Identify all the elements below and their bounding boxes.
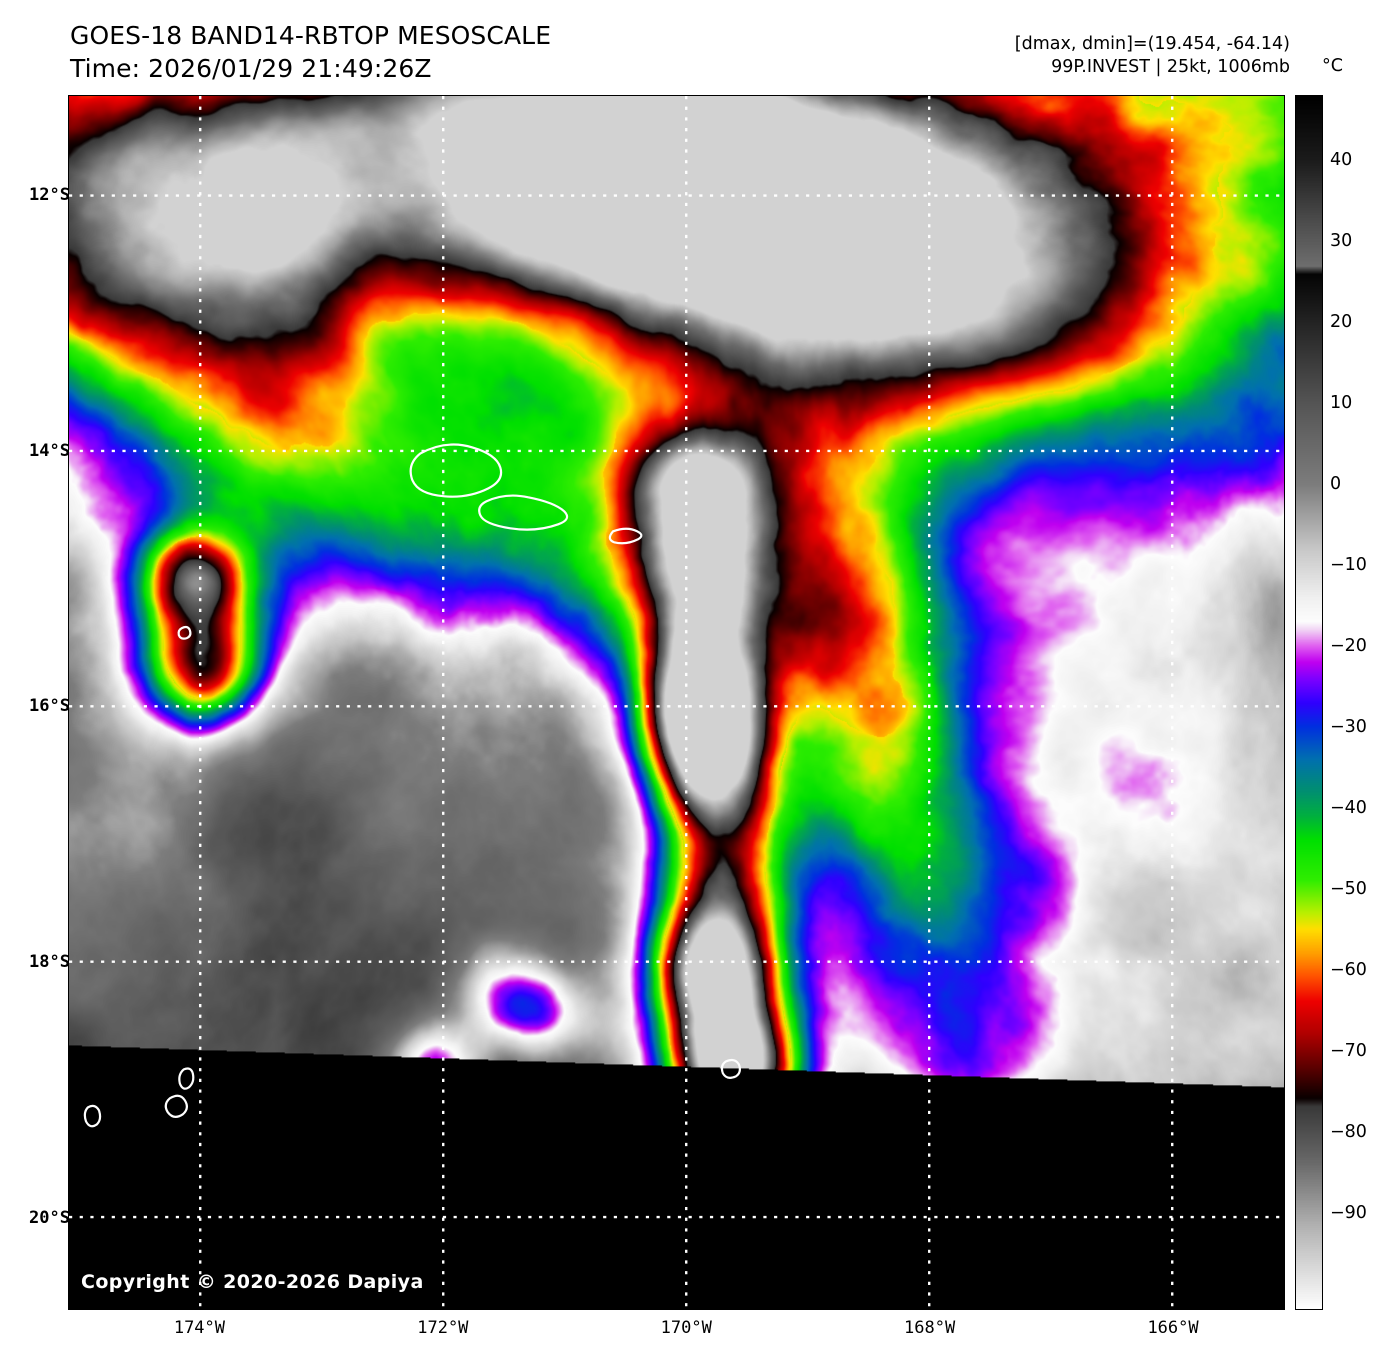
coastline-isle-d bbox=[720, 1058, 741, 1079]
lon-label-174w: 174°W bbox=[173, 1318, 226, 1338]
colorbar-tick-10: 10 bbox=[1330, 392, 1353, 413]
lat-label-12s: 12°S bbox=[29, 184, 70, 205]
colorbar-tick-20: 20 bbox=[1330, 311, 1353, 332]
coastline-isle-b bbox=[178, 1067, 195, 1090]
colorbar-tick--10: −10 bbox=[1330, 554, 1367, 575]
lat-label-14s: 14°S bbox=[29, 440, 70, 461]
lat-label-18s: 18°S bbox=[29, 952, 70, 973]
lon-label-170w: 170°W bbox=[660, 1318, 712, 1338]
lon-label-168w: 168°W bbox=[904, 1318, 956, 1338]
colorbar-tick-0: 0 bbox=[1330, 473, 1342, 494]
colorbar-tick-40: 40 bbox=[1330, 149, 1353, 170]
colorbar-tick--50: −50 bbox=[1330, 878, 1367, 899]
coastline-isle-c bbox=[164, 1094, 188, 1118]
coastline-tutuila bbox=[608, 527, 643, 545]
colorbar-tick--40: −40 bbox=[1330, 797, 1367, 818]
colorbar-tick-30: 30 bbox=[1330, 230, 1353, 251]
colorbar-tick--70: −70 bbox=[1330, 1040, 1367, 1061]
metadata-block: [dmax, dmin]=(19.454, -64.14) 99P.INVEST… bbox=[1015, 33, 1290, 79]
coastline-upolu bbox=[478, 494, 569, 531]
colorbar-unit-label: °C bbox=[1322, 56, 1343, 76]
colorbar-tick--20: −20 bbox=[1330, 635, 1367, 656]
satellite-image-plot[interactable]: Copyright © 2020-2026 Dapiya bbox=[68, 95, 1285, 1310]
graticule-grid bbox=[69, 96, 1284, 1309]
title-block: GOES-18 BAND14-RBTOP MESOSCALE Time: 202… bbox=[70, 20, 551, 85]
colorbar-tick--60: −60 bbox=[1330, 959, 1367, 980]
colorbar[interactable] bbox=[1295, 95, 1323, 1310]
colorbar-tick--30: −30 bbox=[1330, 716, 1367, 737]
colorbar-gradient bbox=[1296, 96, 1322, 1309]
colorbar-tick--80: −80 bbox=[1330, 1121, 1367, 1142]
lon-label-172w: 172°W bbox=[417, 1318, 469, 1338]
lon-label-166w: 166°W bbox=[1147, 1318, 1199, 1338]
coastline-savaii bbox=[409, 443, 503, 498]
coastline-overlay bbox=[83, 443, 741, 1128]
page-title: GOES-18 BAND14-RBTOP MESOSCALE bbox=[70, 21, 552, 50]
copyright-label: Copyright © 2020-2026 Dapiya bbox=[81, 1271, 424, 1293]
lat-label-16s: 16°S bbox=[29, 696, 70, 717]
satellite-imagery-canvas bbox=[69, 96, 1284, 1309]
storm-info-label: 99P.INVEST | 25kt, 1006mb bbox=[1051, 56, 1290, 77]
lat-label-20s: 20°S bbox=[29, 1207, 70, 1228]
coastline-isle-e bbox=[177, 625, 192, 640]
coastline-isle-a bbox=[83, 1104, 102, 1128]
dmax-dmin-label: [dmax, dmin]=(19.454, -64.14) bbox=[1014, 34, 1290, 54]
colorbar-tick--90: −90 bbox=[1330, 1202, 1367, 1223]
timestamp-label: Time: 2026/01/29 21:49:26Z bbox=[70, 53, 432, 83]
